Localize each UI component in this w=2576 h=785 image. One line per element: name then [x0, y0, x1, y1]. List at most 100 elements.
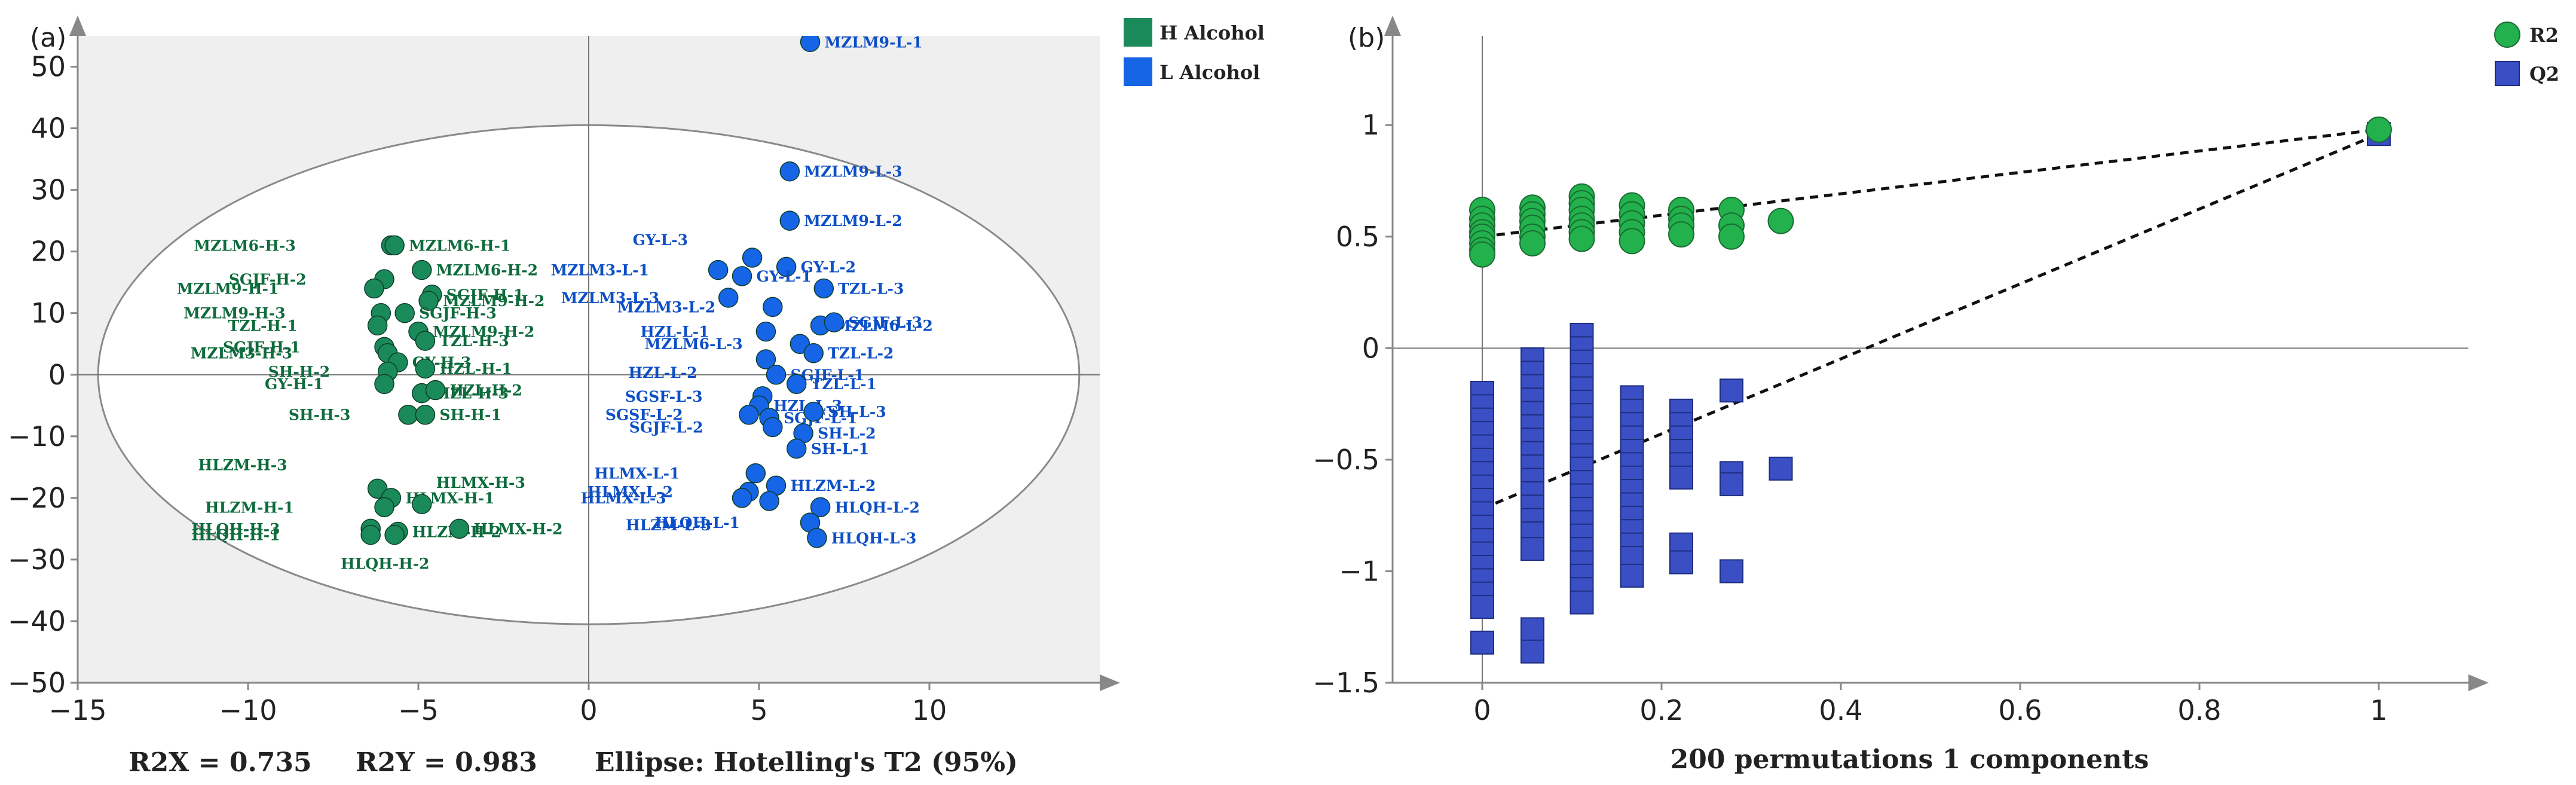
y-tick-label-a: −30	[8, 543, 66, 576]
y-tick-label-a: 40	[30, 112, 66, 145]
y-axis-arrow-a	[69, 16, 86, 36]
q2-point	[1520, 537, 1544, 561]
x-tick-label-a: 5	[750, 694, 767, 726]
point-hlmx-l-1	[745, 463, 766, 484]
q2-point	[1470, 595, 1494, 619]
y-tick-label-a: 50	[30, 51, 66, 83]
y-axis-arrow-b	[1384, 16, 1401, 36]
point-hlmx-h-2	[449, 518, 470, 539]
point-hlmx-l-3	[732, 488, 752, 508]
point-label-sgsf-l-2: SGSF-L-2	[605, 407, 683, 424]
point-sh-l-1	[786, 438, 807, 459]
point-label-gy-l-3: GY-L-3	[633, 231, 688, 249]
point-label-hzl-l-2: HZL-L-2	[628, 364, 697, 381]
point-label-hlqh-h-3: HLQH-H-3	[191, 520, 280, 537]
point-label-mzlm6-l-2: MZLM6-L-2	[835, 317, 933, 334]
point-tzl-h-3	[415, 331, 436, 351]
ellipse-layer	[78, 36, 1100, 683]
regression-line-r2	[1482, 128, 2379, 239]
point-label-mzlm9-h-2: MZLM9-H-2	[433, 323, 534, 341]
r2-point	[1519, 230, 1546, 256]
point-mzlm3-l-3	[718, 288, 739, 308]
legend-label-h-alcohol: H Alcohol	[1159, 22, 1265, 44]
point-gy-h-1	[374, 374, 394, 394]
point-label-tzl-h-1: TZL-H-1	[228, 317, 298, 334]
point-label-sgjf-h-3: SGJF-H-3	[419, 305, 497, 322]
point-hlmx-h-3	[411, 494, 432, 514]
point-label-hlqh-l-2: HLQH-L-2	[835, 499, 920, 516]
regression-lines	[1482, 128, 2379, 511]
point-mzlm3-l-2	[763, 297, 783, 317]
point-label-gy-h-1: GY-H-1	[265, 375, 323, 393]
point-label-gy-l-2: GY-L-2	[801, 258, 856, 276]
q2-point	[1620, 563, 1644, 588]
point-gy-l-1	[732, 266, 752, 286]
x-tick-label-b: 0.4	[1819, 694, 1862, 726]
q2-point	[1720, 559, 1743, 584]
r2-point	[1619, 228, 1645, 255]
point-label-tzl-h-3: TZL-H-3	[439, 332, 509, 350]
x-tick-label-b: 0.8	[2177, 694, 2221, 726]
r2x-text: R2X = 0.735	[129, 747, 312, 778]
point-label-sgjf-l-3: SGJF-L-3	[848, 314, 922, 331]
point-label-sh-h-2: SH-H-2	[268, 364, 330, 381]
point-mzlm9-h-1	[364, 278, 384, 299]
point-label-mzlm6-h-1: MZLM6-H-1	[409, 237, 510, 254]
y-tick-label-a: −10	[8, 420, 66, 453]
point-label-mzlm9-l-1: MZLM9-L-1	[825, 33, 923, 51]
y-tick-label-b: −1.5	[1313, 667, 1379, 699]
ellipse-caption: Ellipse: Hotelling's T2 (95%)	[595, 747, 1018, 778]
point-label-hzl-h-2: HZL-H-2	[450, 382, 522, 399]
r2-point	[1469, 241, 1495, 268]
legend-swatch-l-alcohol	[1124, 57, 1152, 86]
panel-b: (b) 0 0.2 0.4 0.6 0.8 1 −1.5 −1 −0.5 0 0.5 1 200 pe…	[1313, 16, 2559, 775]
point-mzlm9-l-2	[779, 210, 800, 231]
point-label-mzlm3-l-2: MZLM3-L-2	[617, 298, 715, 316]
point-tzl-l-3	[813, 278, 834, 299]
point-label-tzl-l-1: TZL-L-1	[811, 375, 877, 393]
y-tick-label-a: 30	[30, 174, 66, 206]
panel-a-label: (a)	[30, 23, 66, 53]
point-mzlm6-h-2	[411, 259, 432, 280]
point-sh-h-1	[415, 404, 436, 425]
point-label-mzlm9-h-2: MZLM9-H-2	[443, 292, 544, 310]
x-tick-label-b: 1	[2370, 694, 2387, 726]
ticks-b: 0 0.2 0.4 0.6 0.8 1 −1.5 −1 −0.5 0 0.5 1	[1313, 109, 2387, 726]
point-label-sh-h-3: SH-H-3	[289, 407, 350, 424]
point-label-sgjf-h-1: SGJF-H-1	[446, 286, 524, 304]
q2-point	[1669, 465, 1693, 490]
point-label-mzlm9-h-3: MZLM9-H-3	[183, 305, 285, 322]
point-label-sgsf-l-3: SGSF-L-3	[625, 388, 703, 405]
x-tick-label-a: −5	[398, 694, 439, 726]
point-tzl-l-1	[786, 374, 807, 394]
y-tick-label-a: 0	[48, 359, 66, 391]
y-tick-label-a: 20	[30, 236, 66, 268]
r2-point	[1718, 223, 1745, 250]
y-tick-label-a: −50	[8, 667, 66, 699]
point-label-mzlm3-h-3: MZLM3-H-3	[191, 345, 292, 362]
point-label-mzlm9-l-3: MZLM9-L-3	[804, 163, 902, 181]
point-label-hlmx-l-2: HLMX-L-2	[588, 484, 673, 501]
point-hzl-l-2	[755, 349, 776, 369]
y-tick-label-a: 10	[30, 297, 66, 329]
point-hlqh-h-2	[384, 524, 405, 545]
point-hzl-h-1	[415, 358, 436, 379]
point-label-mzlm3-l-1: MZLM3-L-1	[551, 262, 649, 279]
q2-point	[1720, 378, 1743, 403]
point-label-hlqh-l-1: HLQH-L-1	[655, 514, 740, 532]
legend-label-r2: R2	[2529, 24, 2559, 47]
x-tick-label-a: 0	[580, 694, 597, 726]
point-label-hlmx-l-1: HLMX-L-1	[594, 465, 680, 482]
point-label-sgjf-h-2: SGJF-H-2	[229, 271, 307, 288]
point-label-hzl-l-1: HZL-L-1	[640, 323, 709, 341]
point-label-hlzm-l-2: HLZM-L-2	[791, 477, 876, 494]
y-tick-label-b: −0.5	[1313, 444, 1379, 476]
legend-b: R2 Q2	[2494, 22, 2559, 86]
r2-point	[1668, 221, 1694, 248]
x-tick-label-a: −10	[219, 694, 277, 726]
point-hlqh-h-1	[360, 524, 381, 545]
point-label-hlqh-h-1: HLQH-H-1	[191, 527, 280, 544]
point-label-hzl-h-1: HZL-H-1	[439, 360, 512, 377]
legend-label-l-alcohol: L Alcohol	[1159, 61, 1260, 84]
